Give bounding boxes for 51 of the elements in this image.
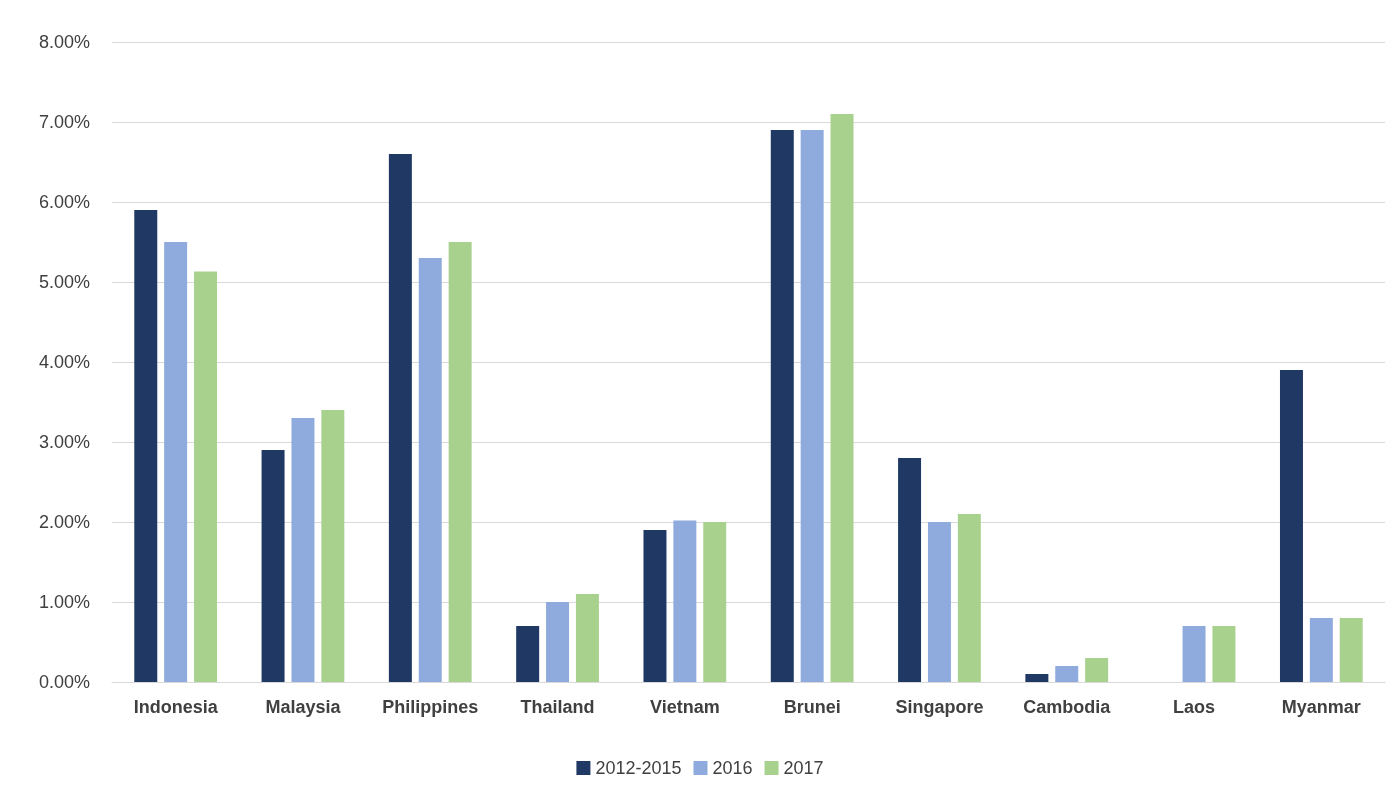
bar [1025,674,1049,682]
x-tick-label: Philippines [382,697,479,717]
bar [927,522,951,682]
bar [261,450,285,682]
x-tick-label: Indonesia [133,697,219,717]
bar [1339,618,1363,682]
bar [830,114,854,682]
bar [643,530,667,682]
legend-label: 2012-2015 [595,758,682,778]
bar [1055,666,1079,682]
x-tick-label: Thailand [520,697,595,717]
bar [321,410,345,682]
bar [1085,658,1109,682]
y-tick-label: 1.00% [38,592,90,612]
x-tick-label: Myanmar [1281,697,1361,717]
bar [703,522,727,682]
y-tick-label: 4.00% [38,352,90,372]
x-tick-label: Malaysia [265,697,342,717]
bar [1309,618,1333,682]
legend-label: 2016 [712,758,753,778]
y-tick-label: 0.00% [38,672,90,692]
bar [516,626,540,682]
x-tick-label: Brunei [783,697,841,717]
bar [134,210,158,682]
legend-label: 2017 [783,758,824,778]
bar [1279,370,1303,682]
bar [898,458,922,682]
y-tick-label: 5.00% [38,272,90,292]
bar [546,602,570,682]
bar [164,242,188,682]
x-tick-label: Laos [1173,697,1216,717]
x-tick-label: Singapore [895,697,984,717]
bar [388,154,412,682]
bar [957,514,981,682]
bar [1212,626,1236,682]
y-tick-label: 8.00% [38,32,90,52]
x-tick-label: Vietnam [650,697,720,717]
y-tick-label: 6.00% [38,192,90,212]
x-tick-label: Cambodia [1023,697,1112,717]
bar [673,520,697,682]
bar [800,130,824,682]
bar [770,130,794,682]
y-tick-label: 2.00% [38,512,90,532]
bar [448,242,472,682]
bar [1182,626,1206,682]
bar [418,258,442,682]
bar [291,418,315,682]
bar [575,594,599,682]
bar [194,271,218,682]
y-tick-label: 7.00% [38,112,90,132]
y-tick-label: 3.00% [38,432,90,452]
